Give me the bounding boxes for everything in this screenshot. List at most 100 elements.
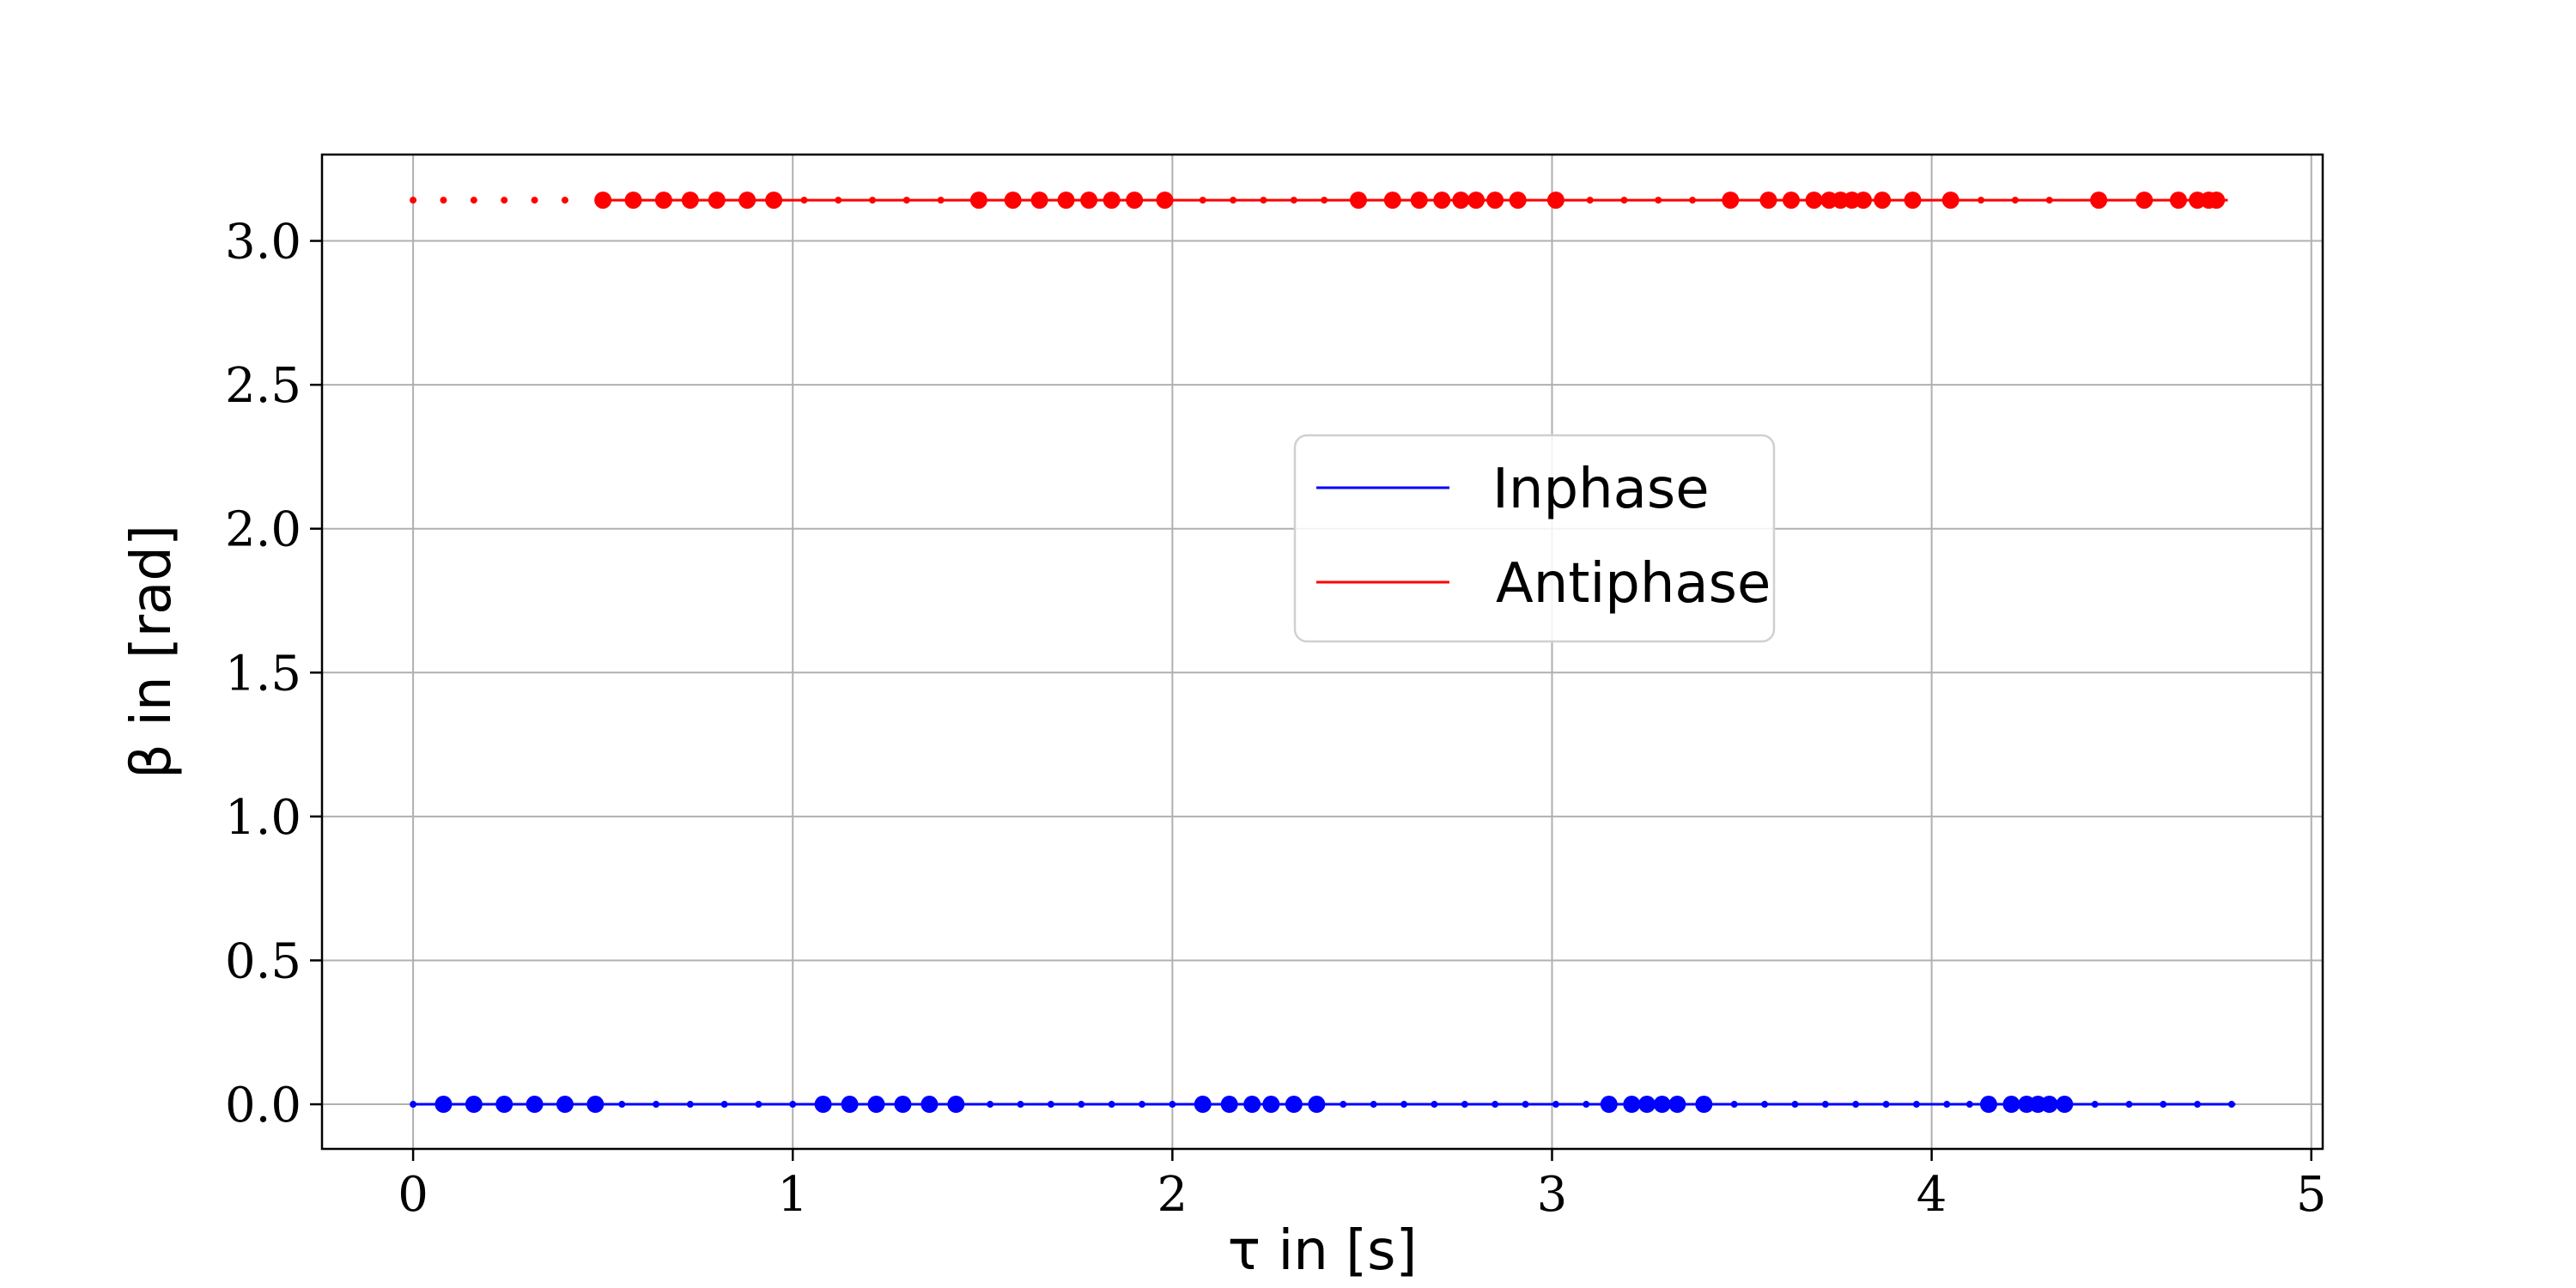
data-point-inphase (1668, 1096, 1686, 1114)
data-point-small-inphase (1492, 1101, 1499, 1109)
data-point-antiphase (1383, 191, 1401, 210)
data-point-small-antiphase (835, 197, 842, 204)
data-point-small-antiphase (410, 197, 417, 204)
data-point-small-inphase (2160, 1101, 2167, 1109)
data-point-small-antiphase (2011, 197, 2019, 204)
data-point-small-inphase (2125, 1101, 2133, 1109)
data-point-small-inphase (2091, 1101, 2099, 1109)
legend: Inphase Antiphase (1293, 434, 1776, 643)
data-point-small-inphase (1047, 1101, 1054, 1109)
data-point-antiphase (2136, 191, 2154, 210)
data-point-small-inphase (1791, 1101, 1799, 1109)
data-point-small-inphase (1138, 1101, 1145, 1109)
legend-label-antiphase: Antiphase (1496, 552, 1771, 616)
data-point-inphase (2040, 1096, 2058, 1114)
y-tick-label: 0.0 (225, 1078, 301, 1133)
data-point-antiphase (1156, 191, 1174, 210)
data-point-small-inphase (618, 1101, 626, 1109)
data-point-inphase (947, 1096, 965, 1114)
x-tick-label: 0 (398, 1167, 428, 1223)
data-point-small-inphase (1340, 1101, 1347, 1109)
data-point-inphase (1220, 1096, 1238, 1114)
data-point-small-antiphase (1620, 197, 1628, 204)
data-point-small-inphase (1912, 1101, 1920, 1109)
data-point-inphase (1979, 1096, 1997, 1114)
data-point-antiphase (1805, 191, 1823, 210)
data-point-antiphase (1722, 191, 1740, 210)
data-point-antiphase (1103, 191, 1121, 210)
data-point-antiphase (2090, 191, 2108, 210)
data-point-antiphase (1941, 191, 1959, 210)
plot-frame (320, 153, 2324, 1151)
data-point-small-inphase (755, 1101, 762, 1109)
data-point-antiphase (765, 191, 783, 210)
data-point-inphase (1243, 1096, 1261, 1114)
data-point-antiphase (708, 191, 726, 210)
data-point-small-antiphase (1290, 197, 1297, 204)
data-point-inphase (1695, 1096, 1713, 1114)
data-point-antiphase (1783, 191, 1801, 210)
data-point-small-inphase (2194, 1101, 2202, 1109)
data-point-small-antiphase (800, 197, 808, 204)
data-point-antiphase (1410, 191, 1428, 210)
data-point-small-inphase (1522, 1101, 1529, 1109)
data-point-antiphase (1855, 191, 1873, 210)
axis-ticks: 0 1 2 3 4 5 0.0 0.5 1.0 1.5 2.0 2.5 3.0 (225, 215, 2327, 1223)
data-point-inphase (1308, 1096, 1326, 1114)
data-point-inphase (465, 1096, 483, 1114)
x-tick-label: 1 (777, 1167, 808, 1223)
data-point-small-inphase (1943, 1101, 1951, 1109)
data-point-antiphase (969, 191, 987, 210)
series-lines (413, 198, 2236, 1106)
data-point-small-inphase (653, 1101, 660, 1109)
y-tick-label: 0.5 (225, 933, 301, 989)
data-point-inphase (1653, 1096, 1671, 1114)
data-point-small-inphase (1169, 1101, 1176, 1109)
data-point-antiphase (1486, 191, 1504, 210)
data-point-small-inphase (410, 1101, 417, 1109)
data-point-small-antiphase (440, 197, 447, 204)
data-point-small-inphase (720, 1101, 728, 1109)
data-point-small-inphase (1730, 1101, 1738, 1109)
data-point-inphase (556, 1096, 574, 1114)
y-tick-label: 1.5 (225, 646, 301, 702)
data-point-small-inphase (1583, 1101, 1590, 1109)
data-point-small-inphase (2227, 1101, 2235, 1109)
data-point-small-antiphase (902, 197, 910, 204)
data-point-antiphase (1467, 191, 1485, 210)
data-point-small-antiphase (1978, 197, 1985, 204)
data-point-inphase (2002, 1096, 2020, 1114)
data-point-inphase (1623, 1096, 1641, 1114)
data-point-antiphase (1057, 191, 1075, 210)
data-point-inphase (526, 1096, 544, 1114)
data-point-small-inphase (1965, 1101, 1973, 1109)
data-point-antiphase (654, 191, 672, 210)
data-point-small-antiphase (531, 197, 538, 204)
data-point-antiphase (1546, 191, 1564, 210)
data-point-antiphase (1004, 191, 1022, 210)
data-point-small-inphase (686, 1101, 694, 1109)
data-point-inphase (1194, 1096, 1212, 1114)
y-tick-label: 3.0 (225, 215, 301, 270)
data-point-antiphase (1874, 191, 1892, 210)
data-point-inphase (841, 1096, 859, 1114)
data-point-antiphase (681, 191, 699, 210)
data-point-inphase (920, 1096, 939, 1114)
data-point-small-inphase (1461, 1101, 1468, 1109)
data-point-antiphase (1509, 191, 1527, 210)
data-point-antiphase (1759, 191, 1777, 210)
y-axis-label: β in [rad] (120, 525, 184, 779)
data-point-small-inphase (1882, 1101, 1890, 1109)
data-point-small-antiphase (561, 197, 568, 204)
data-point-antiphase (594, 191, 612, 210)
data-point-inphase (495, 1096, 513, 1114)
data-point-antiphase (738, 191, 756, 210)
data-point-small-inphase (1431, 1101, 1438, 1109)
data-point-small-antiphase (470, 197, 477, 204)
data-point-small-inphase (1017, 1101, 1024, 1109)
data-point-inphase (434, 1096, 453, 1114)
data-point-small-inphase (1761, 1101, 1769, 1109)
data-point-small-antiphase (1199, 197, 1206, 204)
data-point-inphase (1638, 1096, 1656, 1114)
